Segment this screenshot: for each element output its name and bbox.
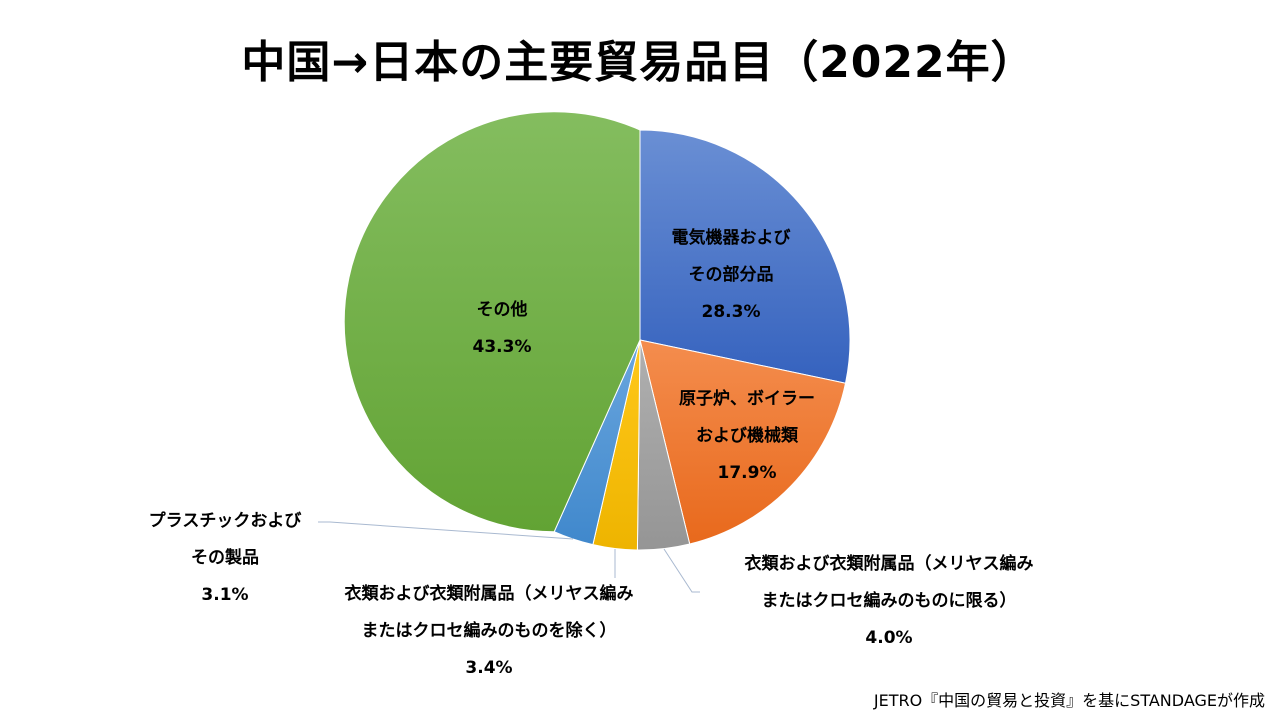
label-line: その製品 (191, 548, 259, 568)
label-line: 衣類および衣類附属品（メリヤス編み (344, 584, 634, 604)
label-other: その他 43.3% (452, 292, 552, 366)
label-percent: 43.3% (472, 337, 532, 357)
chart-title: 中国→日本の主要貿易品目（2022年） (241, 37, 1036, 88)
label-percent: 17.9% (717, 463, 777, 483)
slice-reactor[interactable] (639, 339, 847, 545)
slice-other[interactable] (343, 111, 641, 533)
label-line: 原子炉、ボイラー (679, 389, 815, 409)
label-line: プラスチックおよび (148, 511, 302, 531)
label-line: その部分品 (688, 265, 774, 285)
label-percent: 3.1% (201, 585, 249, 605)
label-plastics: プラスチックおよび その製品 3.1% (120, 503, 330, 614)
label-line: 電気機器および (671, 228, 791, 248)
source-note: JETRO『中国の貿易と投資』を基にSTANDAGEが作成 (873, 691, 1265, 710)
slice-electric[interactable] (639, 129, 851, 384)
label-line: および機械類 (696, 426, 798, 446)
label-clothing-knit: 衣類および衣類附属品（メリヤス編み またはクロセ編みのものに限る） 4.0% (700, 546, 1078, 657)
leader-line-clothing-knit (663, 548, 700, 593)
label-line: またはクロセ編みのものに限る） (761, 591, 1017, 611)
label-percent: 3.4% (465, 658, 513, 678)
label-reactor: 原子炉、ボイラー および機械類 17.9% (652, 381, 842, 492)
label-line: またはクロセ編みのものを除く） (361, 621, 617, 641)
label-electric: 電気機器および その部分品 28.3% (640, 220, 822, 331)
label-line: その他 (476, 300, 528, 320)
label-percent: 4.0% (865, 628, 913, 648)
label-clothing-nonknit: 衣類および衣類附属品（メリヤス編み またはクロセ編みのものを除く） 3.4% (300, 576, 678, 687)
leader-line-plastics (318, 521, 574, 540)
label-percent: 28.3% (701, 302, 761, 322)
label-line: 衣類および衣類附属品（メリヤス編み (744, 554, 1034, 574)
